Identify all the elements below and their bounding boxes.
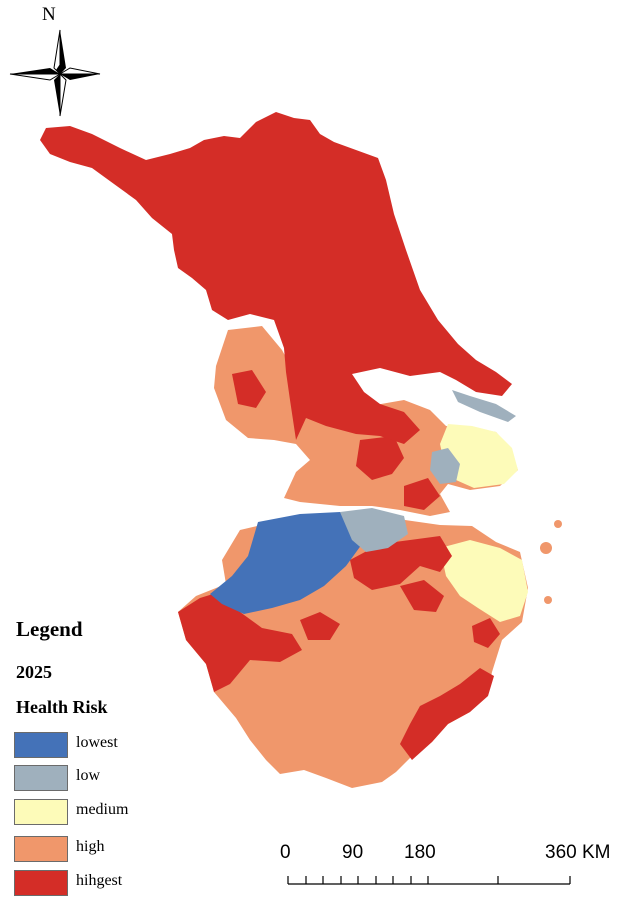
region-low-center bbox=[340, 508, 408, 552]
scale-label-180: 180 bbox=[404, 842, 436, 863]
north-label: N bbox=[42, 4, 56, 25]
legend-year: 2025 bbox=[16, 662, 52, 682]
region-central-red2 bbox=[356, 436, 404, 480]
region-south-red-west bbox=[178, 590, 302, 692]
scale-bar bbox=[287, 876, 571, 885]
scale-label-90: 90 bbox=[342, 842, 364, 863]
region-south-red-spot2 bbox=[300, 612, 340, 640]
legend-swatch bbox=[14, 765, 68, 791]
region-shanghai-low bbox=[430, 448, 460, 484]
island-east-1 bbox=[540, 542, 552, 554]
region-north-highest bbox=[40, 112, 512, 444]
region-central-red3 bbox=[404, 478, 440, 510]
legend-swatch bbox=[14, 799, 68, 825]
legend-label: high bbox=[76, 838, 105, 855]
compass-icon bbox=[9, 29, 101, 117]
scale-label-0: 0 bbox=[280, 842, 291, 863]
region-island-low bbox=[452, 390, 516, 422]
region-lowest bbox=[210, 512, 366, 614]
legend-title: Legend bbox=[16, 617, 83, 641]
region-south-red-east bbox=[400, 668, 494, 760]
legend-label: low bbox=[76, 767, 100, 784]
region-south-red-spot3 bbox=[472, 618, 500, 648]
region-south-red-spot1 bbox=[400, 580, 444, 612]
legend-label: medium bbox=[76, 801, 129, 818]
legend-swatch bbox=[14, 836, 68, 862]
region-central-red1 bbox=[232, 370, 266, 408]
scale-label-360: 360 KM bbox=[545, 842, 611, 863]
legend-label: hihgest bbox=[76, 872, 123, 889]
island-east-2 bbox=[554, 520, 562, 528]
legend-swatch bbox=[14, 732, 68, 758]
region-east-medium bbox=[440, 540, 528, 622]
legend-swatch bbox=[14, 870, 68, 896]
legend-label: lowest bbox=[76, 734, 118, 751]
region-shanghai-medium bbox=[440, 424, 518, 488]
legend-subtitle: Health Risk bbox=[16, 697, 108, 717]
island-east-3 bbox=[544, 596, 552, 604]
